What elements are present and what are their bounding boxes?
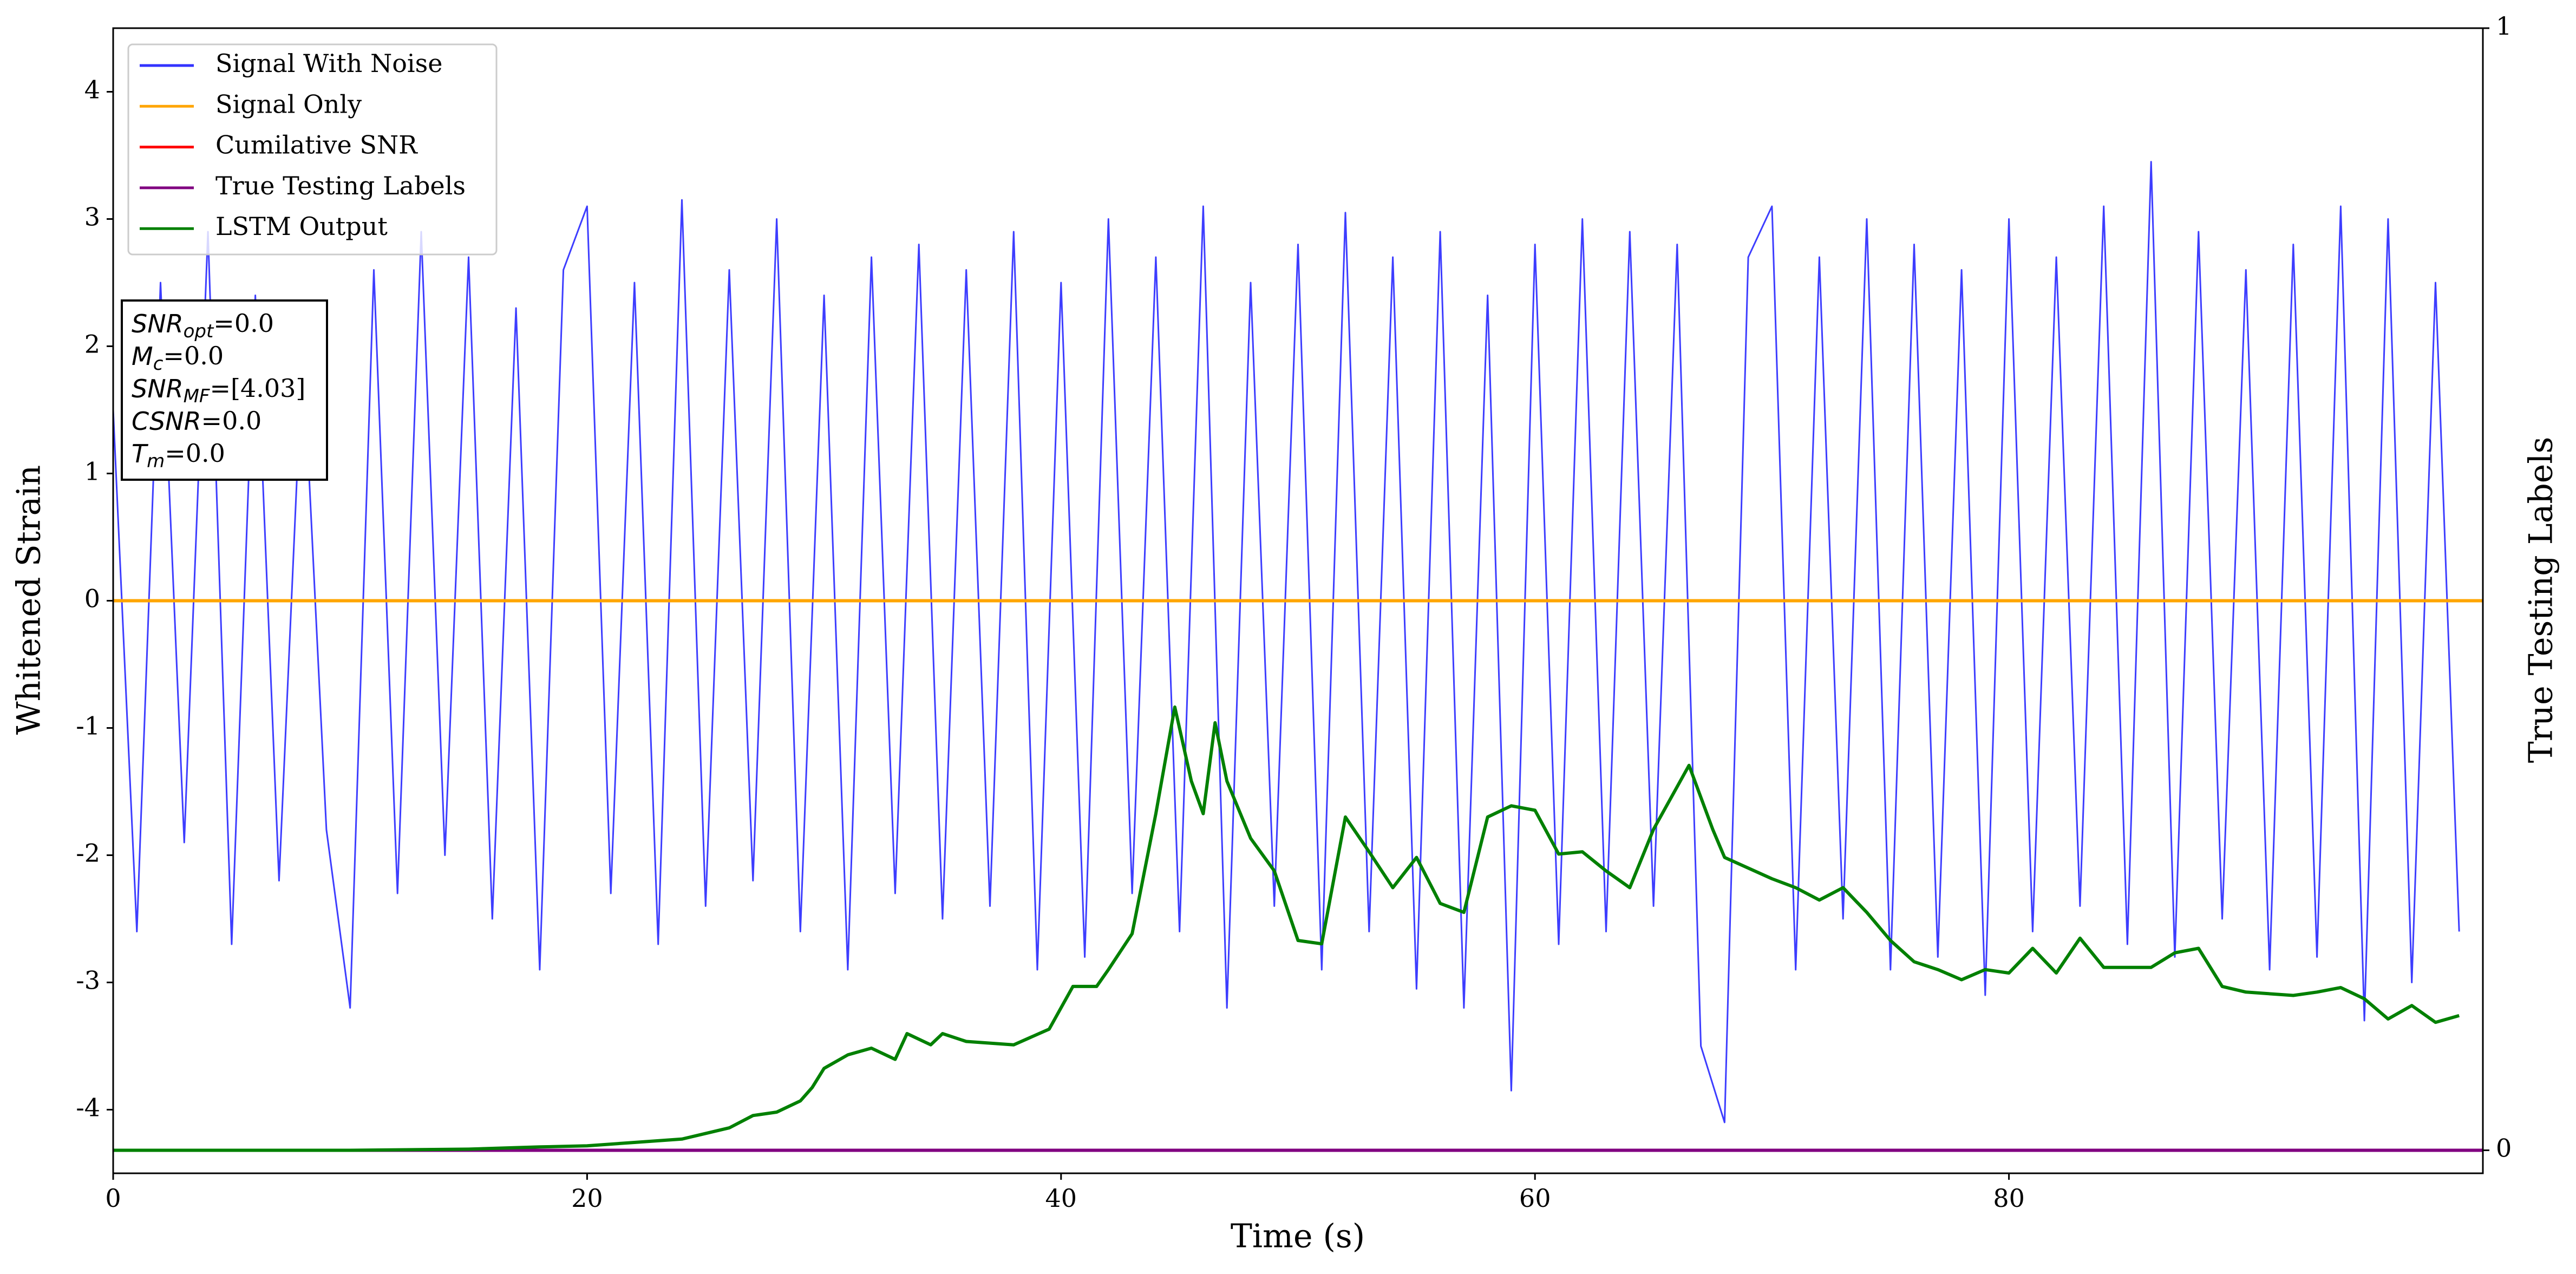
annotation-symbol: SNR [132,309,184,338]
y2-axis-label: True Testing Labels [2522,437,2560,763]
annotation-subscript: opt [184,321,214,342]
x-axis-label: Time (s) [1231,1218,1365,1256]
y2-tick-label: 0 [2496,1134,2512,1163]
annotation-line: SNRopt=0.0 [132,309,274,342]
legend-label: Signal With Noise [215,49,442,78]
annotation-subscript: MF [184,386,210,407]
annotation-value: =[4.03] [210,374,305,403]
annotation-line: SNRMF=[4.03] [132,374,305,407]
annotation-subscript: m [147,450,165,472]
x-tick-label: 80 [1993,1184,2025,1213]
y-tick-label: -4 [76,1093,100,1122]
y-tick-label: 4 [84,75,100,104]
y-axis-label: Whitened Strain [10,465,48,735]
annotation-value: =0.0 [201,406,262,435]
y-tick-label: -3 [76,966,100,995]
x-tick-label: 20 [571,1184,603,1213]
y-tick-label: 0 [84,584,100,613]
annotation-symbol: T [132,439,149,468]
y-tick-label: 1 [84,457,100,486]
annotation-line: Mc=0.0 [132,341,224,375]
annotation-value: =0.0 [213,309,274,338]
series-line [113,161,2460,1123]
annotation-line: CSNR=0.0 [132,406,261,436]
annotation-line: Tm=0.0 [132,439,225,472]
legend-label: True Testing Labels [215,171,466,200]
annotation-value: =0.0 [163,341,224,370]
legend-label: Cumilative SNR [215,130,418,160]
x-tick-label: 40 [1045,1184,1077,1213]
y2-tick-label: 1 [2496,11,2512,41]
y-tick-label: -2 [76,839,100,868]
y-tick-label: 2 [84,330,100,359]
plot-frame [112,27,2484,1174]
y-tick-label: -1 [76,711,100,741]
y-tick-label: 3 [84,202,100,232]
annotation-box [121,299,328,481]
annotation-symbol: M [132,342,153,371]
annotation-symbol: SNR [132,374,184,403]
series-line [113,705,2460,1152]
legend-box [127,43,498,256]
x-tick-label: 60 [1519,1184,1551,1213]
annotation-value: =0.0 [165,439,225,468]
legend-label: Signal Only [215,89,362,119]
x-tick-label: 0 [105,1184,121,1213]
legend-label: LSTM Output [215,212,388,241]
annotation-subscript: c [153,353,164,375]
annotation-symbol: CSNR [132,407,201,436]
